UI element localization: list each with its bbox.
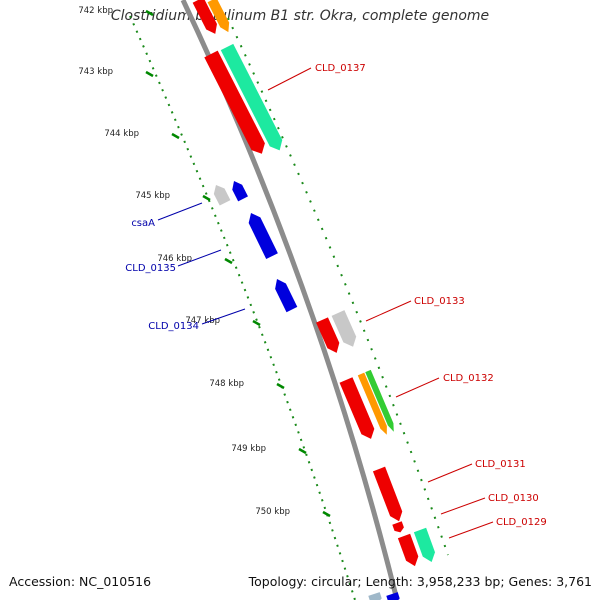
leader-CLD_0131 [427, 463, 473, 483]
cds-CLD_0132-orange[interactable] [357, 372, 390, 436]
cds-CLD_0132-green[interactable] [365, 369, 396, 433]
tick-label: 746 kbp [157, 254, 192, 264]
cds-red-top[interactable] [192, 0, 221, 37]
tick-mark [276, 382, 285, 390]
leader-CLD_0130 [440, 497, 486, 515]
tick-1: 742 kbp [78, 6, 154, 17]
gene-label-csaA[interactable]: csaA [131, 218, 155, 229]
tick-label: 750 kbp [255, 507, 290, 517]
tick-6: 747 kbp [185, 316, 261, 327]
cds-gray-745[interactable] [211, 182, 231, 206]
leader-CLD_0133 [365, 300, 412, 322]
gene-label-CLD_0135[interactable]: CLD_0135 [125, 263, 176, 274]
tick-9: 750 kbp [255, 507, 331, 518]
outer-guide-ring [227, 17, 449, 556]
tick-label: 742 kbp [78, 6, 113, 16]
topology-text: Topology: circular; Length: 3,958,233 bp… [248, 574, 592, 589]
tick-7: 748 kbp [209, 379, 285, 390]
cds-orange-top[interactable] [207, 0, 233, 34]
tick-mark [322, 510, 331, 518]
tick-label: 747 kbp [185, 316, 220, 326]
tick-mark [224, 257, 233, 265]
cds-CLD_0133-gray[interactable] [331, 310, 360, 349]
cds-CLD_0129-red[interactable] [397, 533, 421, 569]
tick-label: 744 kbp [104, 129, 139, 139]
tick-mark [298, 447, 307, 455]
guide-rings [129, 15, 449, 600]
cds-clc0137-red[interactable] [204, 50, 268, 158]
gene-label-CLD_0131[interactable]: CLD_0131 [475, 459, 526, 470]
cds-CLD_0129-green[interactable] [413, 527, 438, 564]
tick-8: 749 kbp [231, 444, 307, 455]
tick-mark [171, 132, 180, 140]
leader-csaA [157, 202, 203, 221]
tick-label: 745 kbp [135, 191, 170, 201]
gene-labels: csaA CLD_0135 CLD_0134 CLD_0137 CLD_0133 CLD_… [125, 63, 546, 528]
tick-4: 745 kbp [135, 191, 211, 202]
leader-CLD_0134 [201, 308, 246, 325]
tick-5: 746 kbp [157, 254, 233, 265]
gene-label-CLD_0132[interactable]: CLD_0132 [443, 373, 494, 384]
gene-label-CLD_0133[interactable]: CLD_0133 [414, 296, 465, 307]
gene-label-CLD_0134[interactable]: CLD_0134 [148, 321, 199, 332]
tick-3: 744 kbp [104, 129, 180, 140]
tick-2: 743 kbp [78, 67, 154, 78]
cds-features [192, 0, 438, 600]
accession-text: Accession: NC_010516 [9, 574, 152, 589]
leader-lines [157, 67, 494, 539]
cds-CLD_0133-red[interactable] [316, 317, 343, 355]
tick-label: 743 kbp [78, 67, 113, 77]
cds-bottom-gray[interactable] [368, 592, 383, 600]
cds-CLD_0130[interactable] [392, 521, 405, 534]
leader-CLD_0129 [448, 521, 494, 539]
cds-bottom-blue[interactable] [386, 592, 401, 600]
tick-mark [145, 9, 154, 17]
cds-CLD_0132-red[interactable] [339, 377, 378, 441]
tick-label: 749 kbp [231, 444, 266, 454]
leader-CLD_0135 [177, 249, 222, 267]
cds-clc0137-green[interactable] [220, 43, 286, 154]
inner-guide-ring [129, 15, 356, 600]
gene-label-CLD_0137[interactable]: CLD_0137 [315, 63, 366, 74]
tick-label: 748 kbp [209, 379, 244, 389]
gene-label-CLD_0129[interactable]: CLD_0129 [496, 517, 547, 528]
leader-CLD_0132 [395, 377, 440, 398]
cds-CLD_0131[interactable] [372, 466, 405, 524]
gene-label-CLD_0130[interactable]: CLD_0130 [488, 493, 539, 504]
tick-mark [252, 319, 261, 327]
tick-mark [202, 194, 211, 202]
leader-CLD_0137 [267, 67, 312, 91]
cds-CLD_0135[interactable] [245, 210, 278, 259]
cds-CLD_0134[interactable] [272, 276, 298, 313]
tick-mark [145, 70, 154, 78]
kbp-ticks: 742 kbp 743 kbp 744 kbp 745 kbp 746 kbp 747 k… [78, 6, 331, 518]
cds-csaA[interactable] [229, 179, 248, 202]
